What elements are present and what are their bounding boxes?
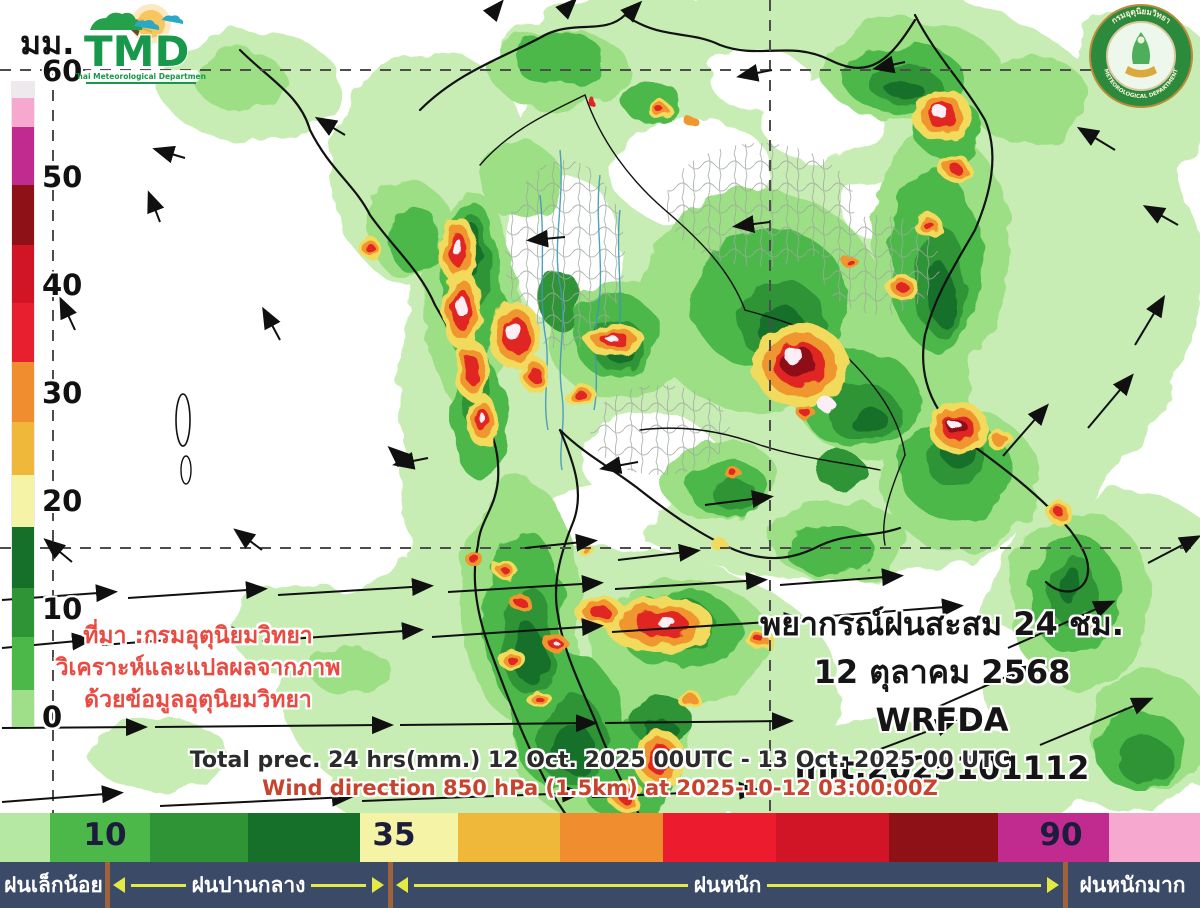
range-arrow: [113, 877, 125, 893]
hscale-segment: [560, 813, 663, 862]
vscale-segment: [12, 98, 34, 127]
hscale-segment: [1109, 813, 1200, 862]
source-note-line: ที่มา :กรมอุตุนิยมวิทยา: [83, 623, 313, 649]
rain-category-bar: ฝนเล็กน้อย ฝนปานกลาง ฝนหนัก ฝนหนักมาก: [0, 862, 1200, 908]
forecast-title-line: พยากรณ์ฝนสะสม 24 ชม.: [760, 605, 1124, 643]
department-seal: กรมอุตุนิยมวิทยา METEOROLOGICAL DEPARTME…: [1089, 4, 1193, 108]
vscale-segment: [12, 82, 34, 98]
hscale-segment: [458, 813, 560, 862]
range-arrow: [767, 883, 1042, 887]
vscale-segment: [12, 690, 34, 727]
hscale-segment: [889, 813, 998, 862]
source-note-line: วิเคราะห์และแปลผลจากภาพ: [55, 655, 341, 681]
map-caption: Total prec. 24 hrs(mm.) 12 Oct. 2025 00U…: [0, 748, 1200, 800]
tmd-logo: TMD Thai Meteorological Department: [76, 4, 206, 84]
rivers: [539, 149, 621, 471]
rain-category: ฝนหนัก: [390, 862, 1065, 908]
caption-total-precip: Total prec. 24 hrs(mm.) 12 Oct. 2025 00U…: [189, 748, 1011, 773]
tmd-acronym: TMD: [84, 27, 189, 76]
source-note-line: ด้วยข้อมูลอุตุนิยมวิทยา: [84, 687, 312, 713]
wind-arrows: [1, 0, 1200, 807]
hscale-segment: [998, 813, 1109, 862]
vscale-segment: [12, 127, 34, 185]
vscale-segment: [12, 588, 34, 637]
unit-label: มม.: [20, 24, 75, 62]
category-divider: [388, 862, 393, 908]
range-arrow: [396, 877, 408, 893]
source-note: ที่มา :กรมอุตุนิยมวิทยา วิเคราะห์และแปลผ…: [48, 620, 348, 716]
vscale-segment: [12, 527, 34, 588]
vscale-segment: [12, 422, 34, 475]
vscale-segment: [12, 245, 34, 303]
range-arrow: [414, 883, 688, 887]
category-divider: [105, 862, 110, 908]
forecast-title-line: 12 ตุลาคม 2568: [813, 653, 1071, 691]
range-arrow: [372, 877, 384, 893]
hscale-segment: [0, 813, 50, 862]
rain-category: ฝนเล็กน้อย: [0, 862, 107, 908]
forecast-title: พยากรณ์ฝนสะสม 24 ชม. 12 ตุลาคม 2568 WRFD…: [742, 600, 1142, 792]
precip-heavy-hotspots: [360, 89, 1099, 811]
category-divider: [1063, 862, 1068, 908]
hscale-segment: [50, 813, 150, 862]
range-arrow: [131, 883, 186, 887]
vscale-segment: [12, 475, 34, 527]
hscale-segment: [248, 813, 360, 862]
vscale-segment: [12, 303, 34, 362]
caption-wind-direction: Wind direction 850 hPa (1.5km) at 2025-1…: [262, 776, 938, 800]
rain-category-label: ฝนหนัก: [693, 872, 762, 897]
hscale-segment: [360, 813, 458, 862]
vscale-segment: [12, 362, 34, 422]
rain-category-label: ฝนหนักมาก: [1079, 872, 1186, 897]
range-arrow: [1047, 877, 1060, 893]
rainfall-colorbar-vertical: [12, 82, 34, 727]
vscale-segment: [12, 637, 34, 690]
range-arrow: [311, 883, 366, 887]
hscale-segment: [663, 813, 776, 862]
hscale-segment: [150, 813, 248, 862]
rain-category-label: ฝนปานกลาง: [191, 872, 306, 897]
coastlines: [175, 13, 1090, 813]
rain-category: ฝนปานกลาง: [107, 862, 390, 908]
rain-category-label: ฝนเล็กน้อย: [4, 872, 103, 897]
tmd-tagline: Thai Meteorological Department: [76, 72, 206, 81]
hscale-segment: [776, 813, 889, 862]
precipitation-map: [0, 0, 1200, 813]
rainfall-colorbar-horizontal: [0, 813, 1200, 862]
rain-category: ฝนหนักมาก: [1065, 862, 1200, 908]
graticule-lines: [0, 0, 1200, 813]
vscale-segment: [12, 185, 34, 245]
